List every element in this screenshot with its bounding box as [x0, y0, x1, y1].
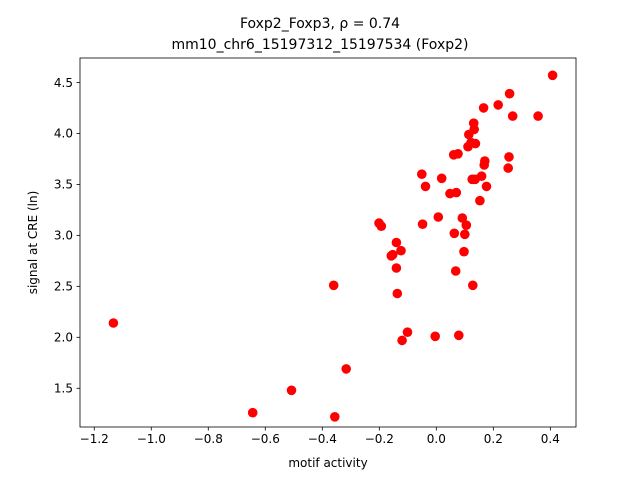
data-point-18	[420, 181, 431, 192]
data-point-53	[533, 111, 543, 121]
data-point-51	[504, 88, 515, 99]
x-tick-label-8: 0.4	[541, 432, 560, 446]
data-point-29	[457, 213, 468, 223]
data-point-27	[453, 149, 463, 159]
chart-title-line1: Foxp2_Foxp3, ρ = 0.74	[240, 16, 400, 32]
data-point-44	[478, 103, 489, 113]
data-point-39	[469, 124, 480, 135]
data-point-14	[397, 335, 407, 346]
y-tick-label-5: 4.0	[54, 127, 73, 141]
data-point-54	[547, 70, 558, 81]
data-point-1	[247, 407, 258, 418]
data-point-30	[459, 246, 469, 257]
data-point-43	[476, 171, 487, 181]
data-point-13	[396, 245, 406, 256]
x-tick-label-3: −0.6	[251, 432, 280, 446]
x-tick-label-4: −0.4	[308, 432, 337, 446]
y-axis-label: signal at CRE (ln)	[26, 191, 40, 295]
data-point-17	[417, 219, 428, 229]
data-point-12	[392, 288, 403, 299]
data-point-15	[402, 327, 413, 338]
data-point-20	[433, 212, 444, 222]
data-point-47	[481, 181, 492, 192]
data-point-32	[461, 220, 472, 230]
data-point-37	[468, 280, 478, 291]
x-tick-label-6: 0.0	[427, 432, 446, 446]
data-point-10	[391, 237, 402, 248]
data-point-7	[376, 221, 387, 231]
data-points	[108, 70, 558, 422]
data-point-41	[470, 138, 481, 149]
x-tick-label-0: −1.2	[80, 432, 109, 446]
data-point-11	[391, 263, 402, 273]
data-point-4	[330, 412, 340, 422]
data-point-24	[449, 228, 460, 239]
y-axis-ticks: 1.5 2.0 2.5 3.0 3.5 4.0 4.5	[54, 76, 80, 396]
y-tick-label-3: 3.0	[54, 229, 73, 243]
data-point-28	[454, 330, 464, 341]
y-tick-label-0: 1.5	[54, 382, 73, 396]
data-point-52	[507, 111, 518, 121]
y-tick-label-1: 2.0	[54, 331, 73, 345]
data-point-25	[450, 266, 461, 276]
x-tick-label-2: −0.8	[194, 432, 223, 446]
y-tick-label-2: 2.5	[54, 280, 73, 294]
chart-title-line2: mm10_chr6_15197312_15197534 (Foxp2)	[172, 37, 469, 53]
data-point-50	[504, 152, 514, 162]
data-point-16	[417, 169, 427, 179]
x-tick-label-1: −1.0	[137, 432, 166, 446]
data-point-46	[480, 156, 490, 166]
data-point-9	[387, 249, 398, 260]
data-point-5	[341, 364, 352, 374]
data-point-2	[286, 385, 297, 396]
x-axis-ticks: −1.2 −1.0 −0.8 −0.6 −0.4 −0.2 0.0 0.2 0.4	[80, 427, 560, 446]
data-point-31	[460, 229, 470, 240]
data-point-26	[451, 187, 462, 198]
x-axis-label: motif activity	[288, 456, 367, 470]
data-point-49	[503, 163, 513, 173]
data-point-3	[328, 280, 339, 291]
data-point-21	[436, 173, 447, 184]
x-tick-label-5: −0.2	[365, 432, 394, 446]
data-point-0	[108, 318, 119, 328]
data-point-19	[430, 331, 441, 342]
data-point-42	[475, 195, 485, 206]
plot-frame	[79, 57, 577, 428]
y-tick-label-4: 3.5	[54, 178, 73, 192]
data-point-48	[493, 100, 504, 110]
y-tick-label-6: 4.5	[54, 76, 73, 90]
x-tick-label-7: 0.2	[484, 432, 503, 446]
